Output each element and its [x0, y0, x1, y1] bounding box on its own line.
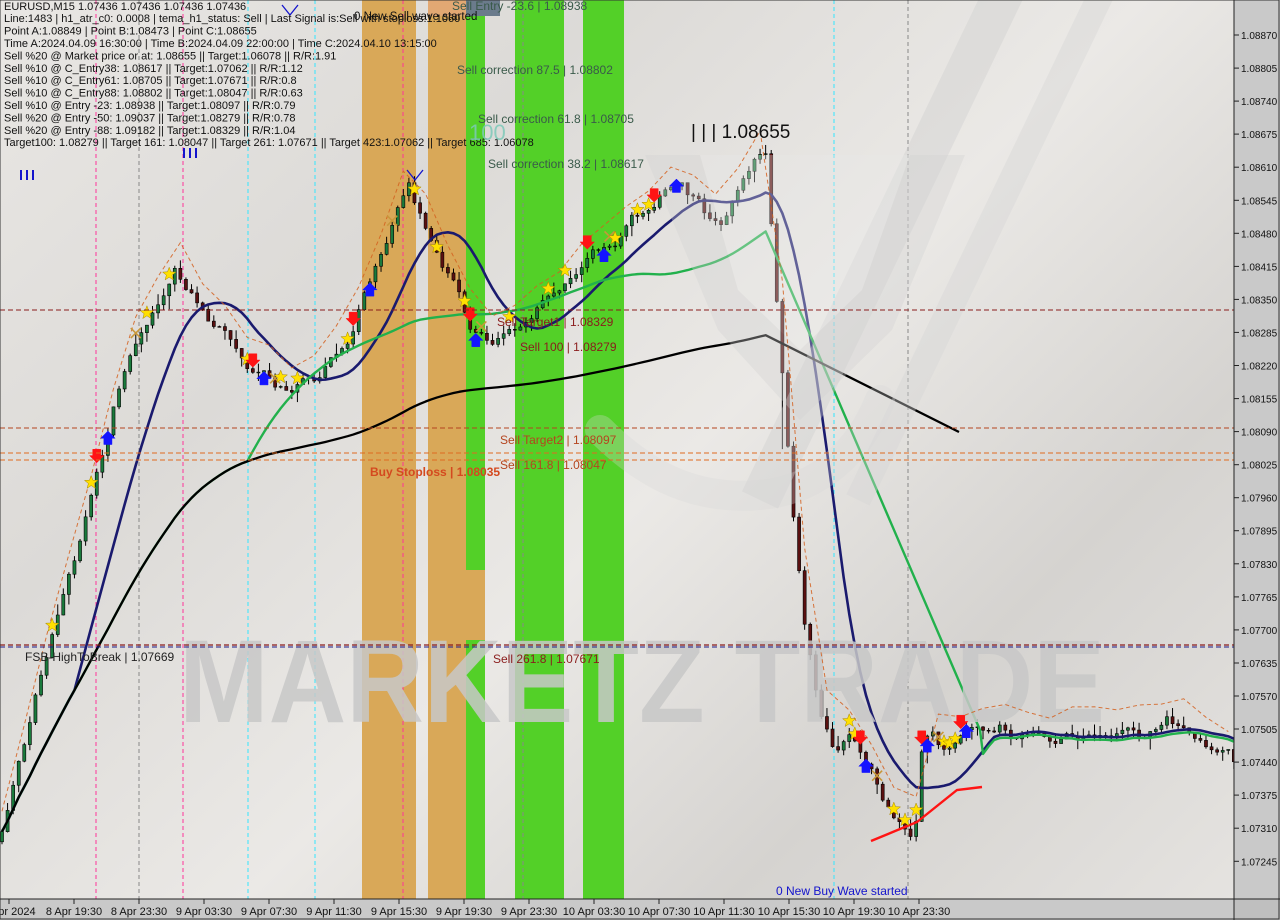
svg-text:9 Apr 07:30: 9 Apr 07:30 — [241, 906, 297, 918]
svg-text:EURUSD,M15 1.07436 1.07436 1.: EURUSD,M15 1.07436 1.07436 1.07436 1.074… — [4, 1, 246, 13]
svg-text:FSB-HighToBreak | 1.07669: FSB-HighToBreak | 1.07669 — [25, 650, 175, 664]
svg-text:1.08675: 1.08675 — [1241, 130, 1278, 141]
svg-text:1.08415: 1.08415 — [1241, 262, 1278, 273]
svg-text:Buy Stoploss | 1.08035: Buy Stoploss | 1.08035 — [370, 465, 500, 479]
svg-text:Line:1483 | h1_atr_c0: 0.0008: Line:1483 | h1_atr_c0: 0.0008 | tema_h1_… — [4, 13, 460, 25]
svg-text:10 Apr 15:30: 10 Apr 15:30 — [758, 906, 820, 918]
svg-text:9 Apr 23:30: 9 Apr 23:30 — [501, 906, 557, 918]
svg-text:Sell Entry -23.6 | 1.08938: Sell Entry -23.6 | 1.08938 — [452, 0, 588, 13]
svg-text:9 Apr 19:30: 9 Apr 19:30 — [436, 906, 492, 918]
svg-text:1.08480: 1.08480 — [1241, 229, 1278, 240]
svg-text:1.08285: 1.08285 — [1241, 328, 1278, 339]
svg-text:Sell 100 | 1.08279: Sell 100 | 1.08279 — [520, 340, 617, 354]
svg-text:Time A:2024.04.09 16:30:00 | T: Time A:2024.04.09 16:30:00 | Time B:2024… — [4, 38, 437, 50]
svg-text:10 Apr 03:30: 10 Apr 03:30 — [563, 906, 625, 918]
svg-text:Sell %10 @ Entry -23: 1.08938: Sell %10 @ Entry -23: 1.08938 || Target:… — [4, 100, 295, 112]
svg-text:1.07245: 1.07245 — [1241, 857, 1278, 868]
svg-text:Sell %20 @ Entry -50: 1.09037: Sell %20 @ Entry -50: 1.09037 || Target:… — [4, 112, 295, 124]
svg-text:10 Apr 07:30: 10 Apr 07:30 — [628, 906, 690, 918]
svg-text:1.07310: 1.07310 — [1241, 824, 1278, 835]
svg-text:1.07765: 1.07765 — [1241, 593, 1278, 604]
svg-text:8 Apr 23:30: 8 Apr 23:30 — [111, 906, 167, 918]
svg-text:Sell Target1 | 1.08329: Sell Target1 | 1.08329 — [497, 315, 614, 329]
svg-text:Point A:1.08849 | Point B:1.08: Point A:1.08849 | Point B:1.08473 | Poin… — [4, 26, 257, 38]
svg-text:1.08740: 1.08740 — [1241, 97, 1278, 108]
svg-text:9 Apr 15:30: 9 Apr 15:30 — [371, 906, 427, 918]
svg-text:1.07830: 1.07830 — [1241, 560, 1278, 571]
svg-text:1.07635: 1.07635 — [1241, 659, 1278, 670]
svg-text:1.08155: 1.08155 — [1241, 395, 1278, 406]
svg-text:1.07505: 1.07505 — [1241, 725, 1278, 736]
svg-text:Sell %10 @ C_Entry38: 1.08617: Sell %10 @ C_Entry38: 1.08617 || Target:… — [4, 63, 303, 75]
svg-text:10 Apr 11:30: 10 Apr 11:30 — [693, 906, 755, 918]
svg-text:10 Apr 23:30: 10 Apr 23:30 — [888, 906, 950, 918]
svg-text:Sell 261.8 | 1.07671: Sell 261.8 | 1.07671 — [493, 652, 600, 666]
svg-text:9 Apr 11:30: 9 Apr 11:30 — [306, 906, 361, 918]
svg-text:8 Apr 2024: 8 Apr 2024 — [0, 906, 36, 918]
svg-text:8 Apr 19:30: 8 Apr 19:30 — [46, 906, 102, 918]
svg-text:1.08090: 1.08090 — [1241, 428, 1278, 439]
svg-text:Target100: 1.08279 || Target 1: Target100: 1.08279 || Target 161: 1.0804… — [4, 137, 534, 149]
svg-text:Sell correction 87.5 | 1.08802: Sell correction 87.5 | 1.08802 — [457, 63, 613, 77]
svg-text:1.07700: 1.07700 — [1241, 626, 1278, 637]
svg-text:1.07440: 1.07440 — [1241, 758, 1278, 769]
svg-text:1.07375: 1.07375 — [1241, 791, 1278, 802]
svg-text:1.07960: 1.07960 — [1241, 494, 1278, 505]
svg-text:9 Apr 03:30: 9 Apr 03:30 — [176, 906, 232, 918]
svg-text:1.08220: 1.08220 — [1241, 362, 1278, 373]
svg-text:1.08610: 1.08610 — [1241, 163, 1278, 174]
svg-text:1.08805: 1.08805 — [1241, 64, 1278, 75]
svg-text:Sell %20 @ Market price or at:: Sell %20 @ Market price or at: 1.08655 |… — [4, 50, 336, 62]
svg-text:10 Apr 19:30: 10 Apr 19:30 — [823, 906, 885, 918]
svg-text:1.08025: 1.08025 — [1241, 461, 1278, 472]
svg-text:Sell %10 @ C_Entry88: 1.08802: Sell %10 @ C_Entry88: 1.08802 || Target:… — [4, 88, 303, 100]
svg-text:Sell correction 38.2 | 1.08617: Sell correction 38.2 | 1.08617 — [488, 157, 644, 171]
svg-text:1.07570: 1.07570 — [1241, 692, 1278, 703]
svg-text:| | | 1.08655: | | | 1.08655 — [691, 122, 790, 143]
svg-text:Sell %10 @ C_Entry61: 1.08705: Sell %10 @ C_Entry61: 1.08705 || Target:… — [4, 75, 297, 87]
svg-text:1.08870: 1.08870 — [1241, 31, 1278, 42]
svg-text:1.08545: 1.08545 — [1241, 196, 1278, 207]
svg-text:1.07895: 1.07895 — [1241, 527, 1278, 538]
svg-text:0 New Buy Wave started: 0 New Buy Wave started — [776, 884, 908, 898]
svg-text:1.08350: 1.08350 — [1241, 295, 1278, 306]
svg-text:Sell %20 @ Entry -88: 1.09182: Sell %20 @ Entry -88: 1.09182 || Target:… — [4, 125, 295, 137]
svg-text:Sell Target2 | 1.08097: Sell Target2 | 1.08097 — [500, 433, 617, 447]
svg-text:100: 100 — [469, 120, 506, 145]
